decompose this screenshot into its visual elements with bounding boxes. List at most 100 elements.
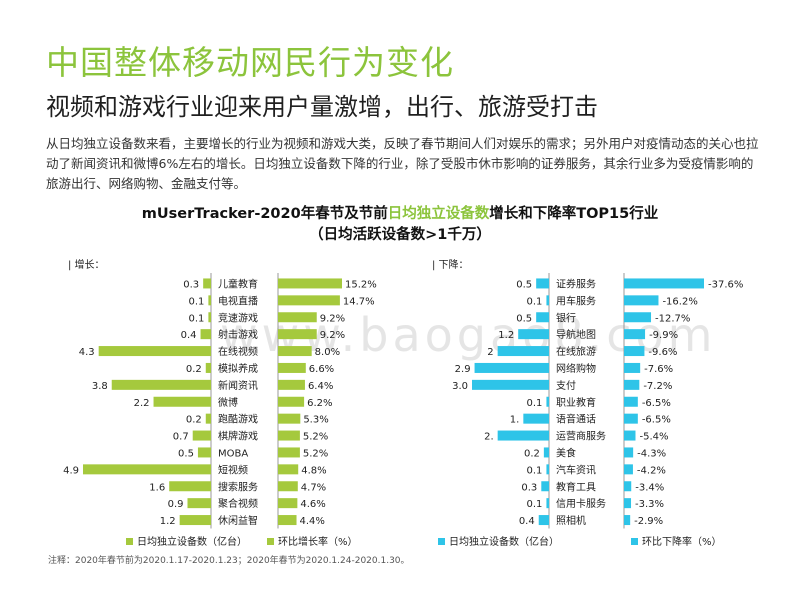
growth-device-label: 0.2 <box>186 364 202 375</box>
growth-rate-bar <box>278 447 300 458</box>
decline-device-label: 0.1 <box>527 499 543 510</box>
growth-rate-bar <box>278 413 301 424</box>
growth-category-label: 新闻资讯 <box>218 379 258 392</box>
decline-rate-label: -3.3% <box>635 499 664 510</box>
decline-category-label: 照相机 <box>556 514 586 527</box>
decline-rate-label: -7.2% <box>643 381 672 392</box>
growth-rate-bar <box>278 481 298 492</box>
growth-device-bar <box>205 413 211 424</box>
growth-device-bar <box>179 515 211 526</box>
decline-device-bar <box>538 515 549 526</box>
growth-rate-bar <box>278 362 306 373</box>
description-text: 从日均独立设备数来看，主要增长的行业为视频和游戏大类，反映了春节期间人们对娱乐的… <box>46 136 759 191</box>
legend-swatch-growth-devices <box>126 538 133 545</box>
decline-category-label: 语音通话 <box>556 413 596 426</box>
growth-category-label: 跑酷游戏 <box>218 413 258 426</box>
decline-device-label: 3.0 <box>452 381 468 392</box>
growth-rate-bar <box>278 430 300 441</box>
decline-rate-bar <box>624 464 633 475</box>
growth-rate-label: 5.3% <box>303 415 328 426</box>
growth-rate-bar <box>278 329 317 340</box>
decline-device-bar <box>523 413 549 424</box>
decline-category-label: 运营商服务 <box>556 430 606 443</box>
growth-category-label: 电视直播 <box>218 294 258 307</box>
decline-device-bar <box>546 396 549 407</box>
chart-title: mUserTracker-2020年春节及节前日均独立设备数增长和下降率TOP1… <box>0 204 800 225</box>
decline-device-label: 0.2 <box>524 448 540 459</box>
decline-device-bar <box>546 464 549 475</box>
growth-rate-bar <box>278 346 312 357</box>
growth-category-label: 模拟养成 <box>218 362 258 375</box>
decline-rate-label: -9.9% <box>649 330 678 341</box>
decline-device-bar <box>536 278 549 289</box>
growth-device-bar <box>208 312 211 323</box>
growth-rate-label: 5.2% <box>303 432 328 443</box>
decline-device-bar <box>497 430 549 441</box>
decline-rate-label: -4.2% <box>637 465 666 476</box>
decline-device-bar <box>536 312 549 323</box>
decline-rate-bar <box>624 447 634 458</box>
growth-device-label: 4.9 <box>63 465 79 476</box>
growth-category-label: 微博 <box>218 396 238 409</box>
growth-device-bar <box>111 379 211 390</box>
growth-category-label: 儿童教育 <box>218 277 258 290</box>
legend-swatch-growth-rate <box>267 538 274 545</box>
decline-device-bar <box>541 481 549 492</box>
growth-device-bar <box>205 362 211 373</box>
page-title: 中国整体移动网民行为变化 <box>46 43 454 82</box>
decline-device-label: 0.5 <box>516 279 532 290</box>
legend-swatch-decline-rate <box>631 538 638 545</box>
growth-rate-bar <box>278 312 317 323</box>
decline-rate-bar <box>624 498 632 509</box>
growth-category-label: MOBA <box>218 448 248 459</box>
decline-device-label: 0.4 <box>519 516 535 527</box>
decline-rate-bar <box>624 295 659 306</box>
decline-device-bar <box>518 329 549 340</box>
growth-device-bar <box>208 295 211 306</box>
growth-rate-label: 9.2% <box>320 313 345 324</box>
legend-label-growth-devices: 日均独立设备数（亿台） <box>137 535 247 548</box>
decline-device-bar <box>472 379 549 390</box>
growth-device-label: 0.7 <box>173 432 189 443</box>
chart-title-highlight: 日均独立设备数 <box>387 206 490 222</box>
decline-device-bar <box>546 498 549 509</box>
growth-rate-label: 4.4% <box>300 516 325 527</box>
growth-device-label: 0.1 <box>188 313 204 324</box>
growth-rate-label: 4.6% <box>300 499 325 510</box>
growth-device-label: 1.2 <box>160 516 176 527</box>
growth-category-label: 射击游戏 <box>218 328 258 341</box>
growth-device-label: 4.3 <box>79 347 95 358</box>
decline-rate-bar <box>624 396 638 407</box>
decline-category-label: 导航地图 <box>556 328 596 341</box>
decline-rate-label: -16.2% <box>662 296 697 307</box>
growth-rate-label: 6.4% <box>308 381 333 392</box>
decline-rate-label: -37.6% <box>708 279 743 290</box>
decline-device-label: 2. <box>484 432 494 443</box>
growth-device-bar <box>203 278 211 289</box>
decline-category-label: 在线旅游 <box>556 345 596 358</box>
growth-device-bar <box>153 396 211 407</box>
growth-rate-label: 14.7% <box>343 296 375 307</box>
decline-rate-label: -5.4% <box>639 432 668 443</box>
growth-device-bar <box>98 346 211 357</box>
decline-category-label: 汽车资讯 <box>556 463 596 476</box>
growth-rate-bar <box>278 278 342 289</box>
decline-rate-label: -9.6% <box>648 347 677 358</box>
decline-device-label: 0.3 <box>521 482 537 493</box>
decline-rate-bar <box>624 346 645 357</box>
decline-category-label: 职业教育 <box>556 396 596 409</box>
growth-rate-label: 6.6% <box>309 364 334 375</box>
growth-device-label: 0.2 <box>186 415 202 426</box>
growth-device-bar <box>197 447 211 458</box>
decline-device-label: 0.1 <box>527 296 543 307</box>
growth-rate-label: 4.7% <box>301 482 326 493</box>
decline-rate-label: -4.3% <box>637 448 666 459</box>
decline-rate-bar <box>624 329 646 340</box>
growth-rate-label: 5.2% <box>303 448 328 459</box>
decline-device-bar <box>497 346 549 357</box>
decline-rate-bar <box>624 362 641 373</box>
decline-rate-bar <box>624 379 640 390</box>
growth-device-bar <box>192 430 211 441</box>
growth-device-label: 0.5 <box>178 448 194 459</box>
panel-label-growth: | 增长： <box>68 258 105 271</box>
